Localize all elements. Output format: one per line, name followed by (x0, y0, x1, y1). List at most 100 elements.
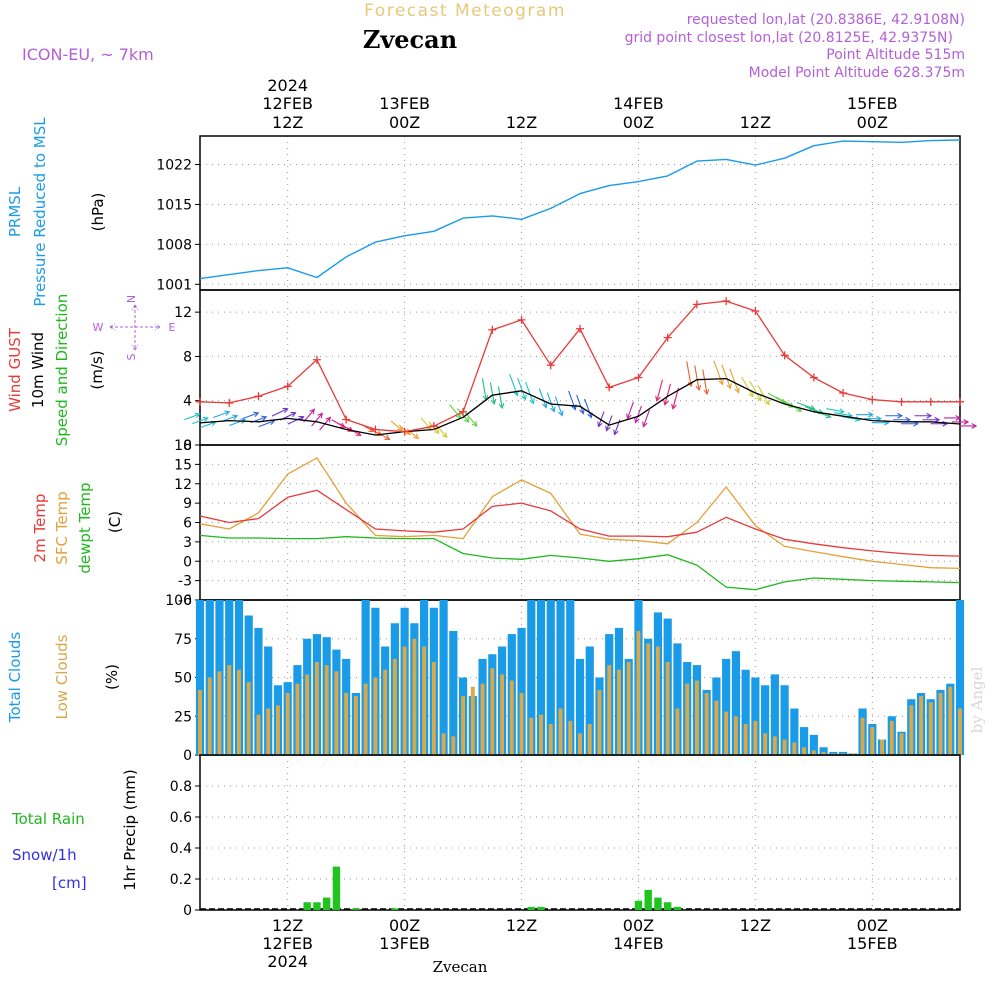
gust-marker (663, 333, 672, 342)
bottom-date-label: 15FEB (847, 934, 898, 953)
low-cloud-bar (821, 751, 826, 755)
temp-tick-label: 9 (183, 496, 192, 512)
wind-arrow (626, 401, 635, 419)
total-cloud-bar (809, 734, 818, 755)
clouds-tick-label: 0 (183, 748, 192, 764)
low-cloud-bar (743, 724, 748, 755)
wind-arrow-head (597, 421, 603, 428)
gust-marker (429, 422, 438, 431)
gust-marker (283, 382, 292, 391)
gust-marker (722, 297, 731, 306)
low-cloud-bar (850, 753, 855, 755)
wind-arrow (311, 413, 323, 427)
wind-arrow-head (748, 391, 754, 398)
low-cloud-bar (344, 693, 349, 755)
dewpoint-label: dewpt Temp (76, 482, 94, 573)
low-cloud-bar (480, 683, 485, 755)
low-cloud-bar (733, 716, 738, 755)
model-name: ICON-EU, ~ 7km (22, 45, 154, 64)
low-cloud-bar (938, 693, 943, 755)
total-cloud-bar (536, 600, 546, 755)
wind-arrow-head (634, 417, 640, 424)
wind-arrow (796, 402, 815, 410)
low-cloud-bar (763, 733, 768, 755)
bottom-date-label: 12FEB (262, 934, 313, 953)
wind-arrow (242, 412, 259, 420)
gust-marker (605, 383, 614, 392)
wind-arrow (842, 416, 860, 421)
wind-arrow (377, 431, 390, 440)
low-cloud-bar (587, 724, 592, 755)
wind-arrow (213, 411, 230, 419)
low-cloud-bar (607, 665, 612, 755)
wind-arrow-head (232, 414, 239, 420)
gust-marker (809, 373, 818, 382)
wind-arrow (605, 415, 613, 431)
gust-marker (459, 407, 468, 416)
gust-marker (576, 324, 584, 333)
wind-arrow (721, 364, 731, 389)
wind-arrow-head (703, 389, 710, 396)
rain-bar (654, 897, 662, 910)
wind-arrow-head (384, 434, 391, 440)
pressure-label-desc: Pressure Reduced to MSL (31, 117, 49, 307)
low-cloud-bar (509, 680, 514, 755)
t2m-label: 2m Temp (31, 494, 49, 563)
total-cloud-bar (751, 677, 760, 755)
bottom-hour-label: 12Z (506, 916, 537, 935)
gust-marker (312, 355, 321, 364)
total-cloud-bar (731, 651, 740, 755)
low-cloud-bar (519, 693, 524, 755)
top-date-label: 15FEB (847, 94, 898, 113)
low-cloud-bar (626, 662, 631, 755)
sfc-temp-label: SFC Temp (53, 491, 71, 564)
low-cloud-bar (373, 677, 378, 755)
dewpoint-line (199, 534, 961, 591)
precip-axis-label: 1hr Precip (mm) (121, 769, 139, 890)
low-cloud-bar (617, 669, 621, 755)
total-cloud-bar (517, 627, 526, 755)
wind-arrow-head (433, 428, 440, 435)
gust-marker (780, 351, 789, 360)
low-clouds-label: Low Clouds (53, 634, 71, 719)
wind-arrow-head (261, 415, 268, 422)
wind-arrow (184, 413, 200, 421)
low-cloud-bar (694, 680, 699, 755)
low-cloud-bar (529, 717, 534, 755)
low-cloud-bar (782, 739, 787, 755)
wind-arrow-head (642, 421, 648, 428)
pressure-tick-label: 1001 (156, 277, 192, 293)
low-cloud-bar (207, 677, 212, 755)
wind-arrow-head (726, 383, 732, 390)
low-cloud-bar (441, 733, 446, 755)
wind-arrow (258, 420, 275, 428)
gust-marker (400, 427, 409, 436)
wind-arrow (694, 365, 700, 391)
wind-arrow (517, 377, 526, 400)
wind-arrow-head (718, 379, 724, 386)
low-cloud-bar (353, 696, 358, 755)
low-cloud-bar (295, 683, 300, 755)
point-altitude: Point Altitude 515m (826, 47, 965, 63)
low-cloud-bar (402, 646, 407, 755)
rain-bar (527, 906, 535, 910)
wind-arrow (390, 420, 403, 431)
wind-arrow-head (605, 425, 611, 432)
gust-marker (342, 415, 351, 424)
top-hour-label: 00Z (857, 113, 888, 132)
top-date-label: 14FEB (613, 94, 664, 113)
low-cloud-bar (841, 753, 846, 755)
low-cloud-bar (198, 689, 202, 755)
total-cloud-bar (780, 685, 789, 755)
clouds-tick-label: 50 (174, 671, 192, 687)
low-cloud-bar (266, 708, 271, 755)
wind-arrow (664, 383, 672, 405)
precip-tick-label: 0.8 (170, 779, 192, 795)
location-title: Zvecan (363, 25, 457, 54)
wind-arrow-head (513, 390, 519, 397)
low-cloud-bar (870, 727, 875, 755)
wind-arrow-head (671, 403, 677, 410)
gust-marker (371, 425, 380, 434)
wind-tick-label: 8 (183, 349, 192, 365)
wind-arrow (834, 412, 852, 417)
